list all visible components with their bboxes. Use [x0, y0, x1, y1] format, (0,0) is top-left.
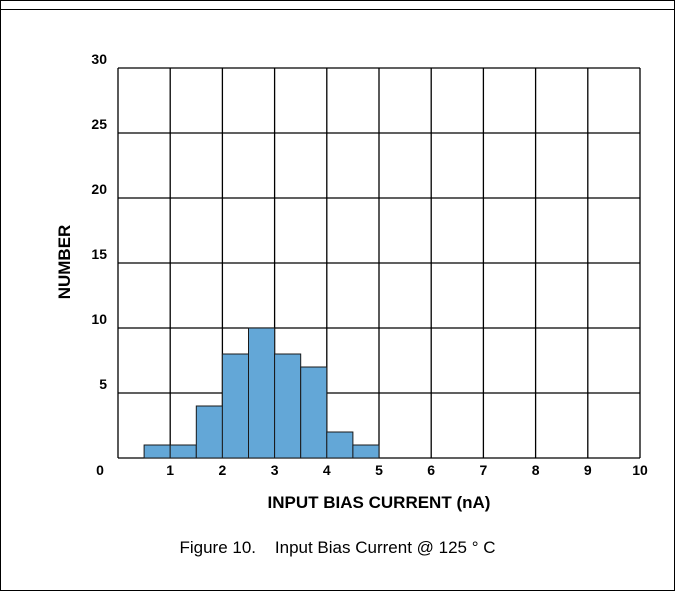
- x-tick-label: 2: [219, 462, 227, 478]
- x-tick-label: 1: [166, 462, 174, 478]
- y-tick-labels: 5 10 15 20 25 30: [91, 51, 107, 392]
- histogram-bar: [248, 327, 276, 459]
- histogram-bars: [143, 327, 380, 459]
- x-tick-labels: 0 1 2 3 4 5 6 7 8 9 10: [96, 462, 648, 478]
- x-tick-label: 10: [632, 462, 648, 478]
- x-tick-label: 9: [584, 462, 592, 478]
- y-axis-title: NUMBER: [55, 225, 74, 300]
- histogram-bar: [195, 405, 223, 459]
- histogram-bar: [300, 366, 328, 459]
- histogram-bar: [326, 431, 354, 459]
- figure-caption: Figure 10. Input Bias Current @ 125 ° C: [179, 538, 496, 557]
- y-tick-label: 25: [91, 116, 107, 132]
- x-tick-label: 0: [96, 462, 104, 478]
- figure-top-divider: [0, 0, 675, 10]
- histogram-bar: [143, 444, 171, 459]
- x-tick-label: 7: [480, 462, 488, 478]
- x-tick-label: 3: [271, 462, 279, 478]
- histogram-bar: [274, 353, 302, 459]
- x-axis-title: INPUT BIAS CURRENT (nA): [268, 493, 491, 512]
- x-tick-label: 8: [532, 462, 540, 478]
- histogram-bar: [169, 444, 197, 459]
- histogram-bar: [352, 444, 380, 459]
- y-tick-label: 20: [91, 181, 107, 197]
- histogram-chart: 5 10 15 20 25 30 0 1 2 3 4 5 6 7 8 9 10 NUMBER INPUT BI…: [55, 51, 648, 512]
- y-tick-label: 30: [91, 51, 107, 67]
- y-tick-label: 15: [91, 246, 107, 262]
- x-tick-label: 6: [427, 462, 435, 478]
- grid-lines: [117, 67, 641, 459]
- y-tick-label: 10: [91, 311, 107, 327]
- y-tick-label: 5: [99, 376, 107, 392]
- histogram-bar: [221, 353, 249, 459]
- x-tick-label: 5: [375, 462, 383, 478]
- x-tick-label: 4: [323, 462, 331, 478]
